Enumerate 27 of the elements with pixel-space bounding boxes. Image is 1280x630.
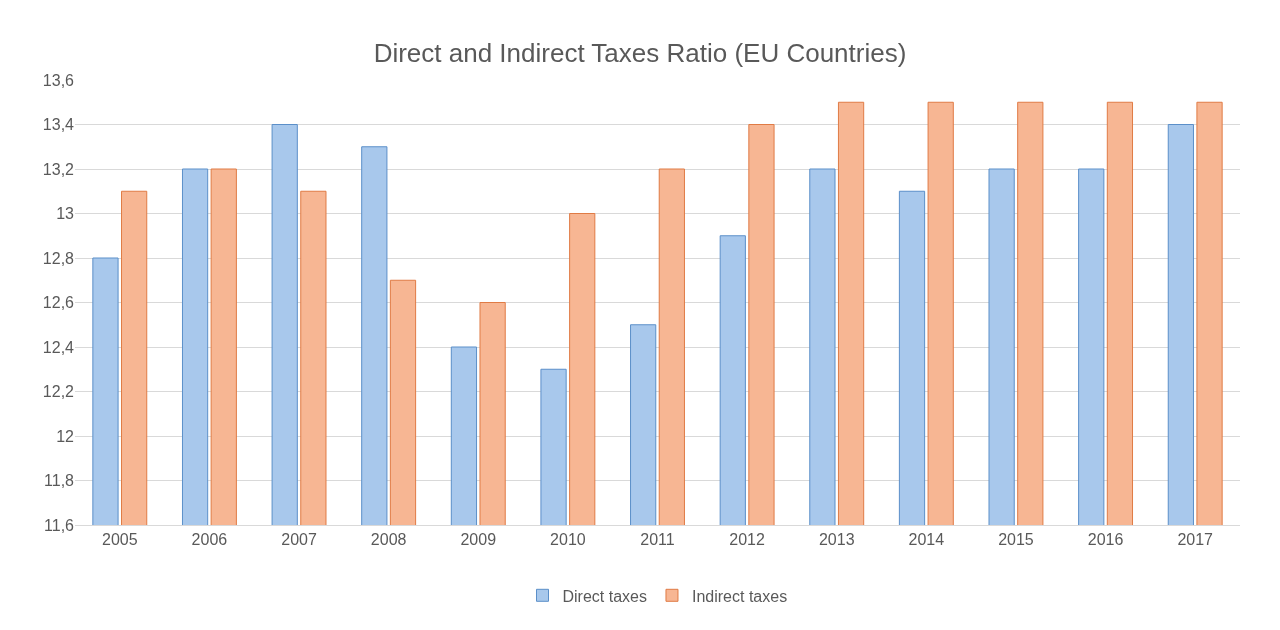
x-tick-label: 2007 bbox=[281, 531, 317, 549]
legend-label: Indirect taxes bbox=[691, 587, 788, 605]
x-tick-label: 2008 bbox=[370, 531, 407, 549]
y-tick-label: 12,4 bbox=[42, 338, 75, 356]
y-tick-label: 12,8 bbox=[42, 249, 75, 267]
x-tick-label: 2017 bbox=[1177, 531, 1214, 549]
y-tick-label: 11,6 bbox=[44, 516, 75, 534]
y-tick-label: 12,2 bbox=[42, 383, 75, 401]
x-tick-label: 2006 bbox=[191, 531, 228, 549]
y-tick-label: 12 bbox=[56, 427, 75, 445]
x-tick-label: 2012 bbox=[729, 531, 766, 549]
y-tick-label: 13,4 bbox=[42, 116, 75, 134]
y-tick-label: 13,6 bbox=[42, 71, 75, 89]
y-tick-label: 13,2 bbox=[42, 160, 75, 178]
x-tick-label: 2013 bbox=[818, 531, 855, 549]
legend-label: Direct taxes bbox=[562, 587, 647, 605]
y-tick-label: 12,6 bbox=[42, 294, 75, 312]
x-tick-label: 2005 bbox=[102, 531, 138, 549]
x-tick-label: 2011 bbox=[640, 531, 675, 549]
y-tick-label: 11,8 bbox=[44, 472, 75, 490]
chart-title: Direct and Indirect Taxes Ratio (EU Countries) bbox=[373, 38, 907, 69]
x-tick-label: 2009 bbox=[460, 531, 497, 549]
x-tick-label: 2014 bbox=[908, 531, 945, 549]
y-tick-label: 13 bbox=[56, 205, 75, 223]
x-tick-label: 2016 bbox=[1087, 531, 1124, 549]
x-tick-label: 2015 bbox=[998, 531, 1034, 549]
x-tick-label: 2010 bbox=[550, 531, 586, 549]
